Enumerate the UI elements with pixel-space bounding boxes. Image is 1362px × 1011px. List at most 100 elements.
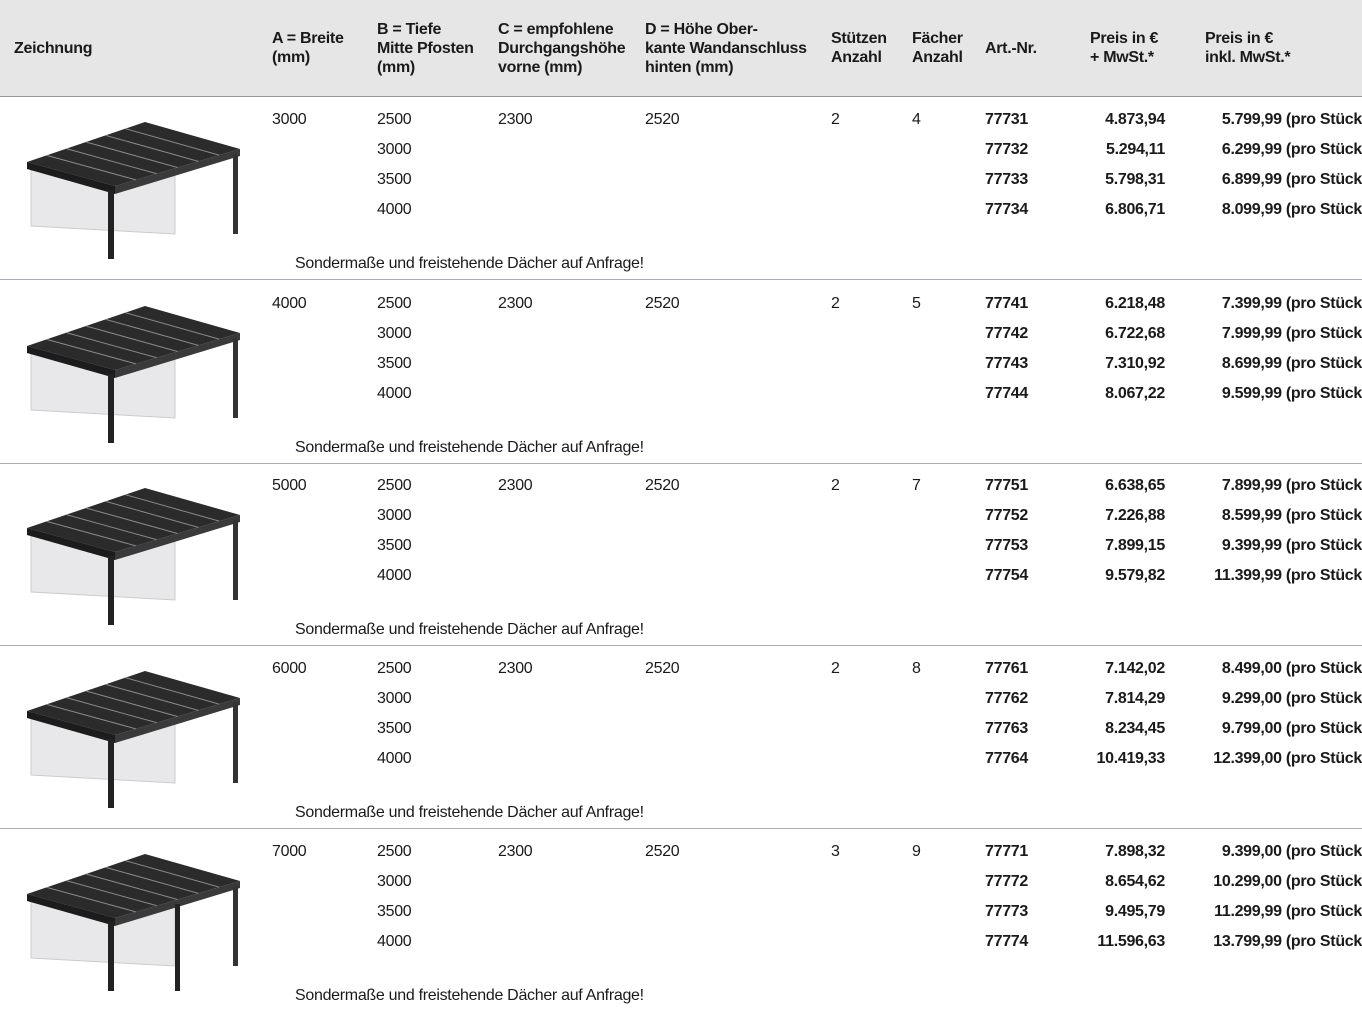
hoehe-d: 2520: [645, 477, 680, 494]
preis-brutto: 9.599,99 (pro Stück: [1221, 385, 1362, 402]
tiefe: 3500: [377, 171, 412, 188]
preis-brutto: 13.799,99 (pro Stück: [1213, 933, 1362, 950]
breite: 5000: [272, 477, 307, 494]
product-group: 6000 2500 3000 3500 4000 2300 2520 2 8 77761 7.142…: [0, 645, 1362, 829]
column-header: Preis in € + MwSt.*: [1090, 30, 1159, 66]
hoehe-c: 2300: [498, 477, 533, 494]
preis-netto: 5.294,11: [1106, 141, 1165, 158]
preis-netto: 6.218,48: [1105, 295, 1165, 312]
faecher: 9: [912, 843, 921, 860]
product-group: 4000 2500 3000 3500 4000 2300 2520 2 5 77741 6.218…: [0, 280, 1362, 464]
preis-brutto: 8.099,99 (pro Stück: [1221, 201, 1362, 218]
column-header: B = Tiefe Mitte Pfosten (mm): [377, 20, 474, 76]
preis-netto: 11.596,63: [1097, 933, 1165, 950]
hoehe-c: 2300: [498, 111, 533, 128]
preis-brutto: 11.299,99 (pro Stück: [1214, 903, 1362, 920]
preis-netto: 10.419,33: [1096, 750, 1166, 767]
preis-brutto: 8.599,99 (pro Stück: [1221, 507, 1362, 524]
note: Sondermaße und freistehende Dächer auf A…: [295, 987, 644, 1004]
breite: 4000: [272, 295, 307, 312]
tiefe: 2500: [377, 111, 412, 128]
tiefe: 2500: [377, 660, 412, 677]
preis-netto: 7.310,92: [1105, 355, 1165, 372]
art-nr: 77773: [985, 903, 1028, 920]
art-nr: 77732: [985, 141, 1028, 158]
tiefe: 4000: [377, 933, 412, 950]
stuetzen: 2: [831, 477, 840, 494]
preis-brutto: 9.799,00 (pro Stück: [1221, 720, 1362, 737]
art-nr: 77754: [985, 567, 1028, 584]
tiefe: 2500: [377, 843, 412, 860]
stuetzen: 2: [831, 295, 840, 312]
tiefe: 4000: [377, 750, 412, 767]
breite: 6000: [272, 660, 307, 677]
art-nr: 77774: [985, 933, 1028, 950]
product-group: 5000 2500 3000 3500 4000 2300 2520 2 7 77751 6.638…: [0, 462, 1362, 646]
note: Sondermaße und freistehende Dächer auf A…: [295, 804, 644, 821]
column-header: Zeichnung: [14, 39, 93, 57]
art-nr: 77742: [985, 325, 1028, 342]
art-nr: 77731: [985, 111, 1028, 128]
column-header: D = Höhe Ober- kante Wandanschluss hinte…: [645, 20, 807, 76]
tiefe: 2500: [377, 295, 412, 312]
preis-brutto: 8.499,00 (pro Stück: [1221, 660, 1362, 677]
preis-brutto: 6.899,99 (pro Stück: [1221, 171, 1362, 188]
art-nr: 77762: [985, 690, 1028, 707]
preis-brutto: 7.899,99 (pro Stück: [1221, 477, 1362, 494]
preis-netto: 5.798,31: [1105, 171, 1165, 188]
art-nr: 77752: [985, 507, 1028, 524]
tiefe: 4000: [377, 201, 412, 218]
product-group: 7000 2500 3000 3500 4000 2300 2520 3 9 77771 7.898…: [0, 828, 1362, 1011]
preis-netto: 4.873,94: [1105, 111, 1165, 128]
preis-netto: 7.814,29: [1105, 690, 1165, 707]
preis-brutto: 9.299,00 (pro Stück: [1221, 690, 1362, 707]
tiefe: 2500: [377, 477, 412, 494]
art-nr: 77753: [985, 537, 1028, 554]
art-nr: 77744: [985, 385, 1028, 402]
column-header: Fächer Anzahl: [912, 30, 963, 66]
preis-netto: 8.067,22: [1105, 385, 1165, 402]
art-nr: 77751: [985, 477, 1028, 494]
tiefe: 3500: [377, 355, 412, 372]
hoehe-d: 2520: [645, 660, 680, 677]
breite: 3000: [272, 111, 307, 128]
tiefe: 3000: [377, 141, 412, 158]
preis-netto: 7.898,32: [1105, 843, 1165, 860]
faecher: 5: [912, 295, 921, 312]
preis-netto: 8.654,62: [1105, 873, 1165, 890]
art-nr: 77743: [985, 355, 1028, 372]
preis-brutto: 9.399,00 (pro Stück: [1221, 843, 1362, 860]
tiefe: 3000: [377, 873, 412, 890]
preis-netto: 6.806,71: [1105, 201, 1165, 218]
column-header: A = Breite (mm): [272, 30, 344, 66]
table-header: Zeichnung A = Breite (mm) B = Tiefe Mitte …: [0, 0, 1362, 97]
preis-netto: 9.495,79: [1105, 903, 1165, 920]
preis-netto: 9.579,82: [1105, 567, 1165, 584]
note: Sondermaße und freistehende Dächer auf A…: [295, 439, 644, 456]
preis-netto: 7.226,88: [1105, 507, 1165, 524]
preis-netto: 7.899,15: [1105, 537, 1165, 554]
preis-brutto: 6.299,99 (pro Stück: [1221, 141, 1362, 158]
art-nr: 77741: [985, 295, 1028, 312]
tiefe: 4000: [377, 385, 412, 402]
tiefe: 3000: [377, 690, 412, 707]
hoehe-c: 2300: [498, 843, 533, 860]
preis-brutto: 7.999,99 (pro Stück: [1221, 325, 1362, 342]
note: Sondermaße und freistehende Dächer auf A…: [295, 255, 644, 272]
preis-brutto: 8.699,99 (pro Stück: [1221, 355, 1362, 372]
faecher: 8: [912, 660, 921, 677]
hoehe-d: 2520: [645, 111, 680, 128]
column-header: Preis in € inkl. MwSt.*: [1205, 30, 1291, 66]
tiefe: 4000: [377, 567, 412, 584]
stuetzen: 2: [831, 111, 840, 128]
art-nr: 77771: [985, 843, 1028, 860]
art-nr: 77734: [985, 201, 1028, 218]
canopy-drawing: [27, 122, 240, 259]
preis-netto: 8.234,45: [1105, 720, 1165, 737]
canopy-drawing: [27, 854, 240, 991]
column-header: C = empfohlene Durchgangshöhe vorne (mm): [498, 20, 626, 76]
hoehe-d: 2520: [645, 843, 680, 860]
hoehe-c: 2300: [498, 295, 533, 312]
art-nr: 77764: [985, 750, 1028, 767]
